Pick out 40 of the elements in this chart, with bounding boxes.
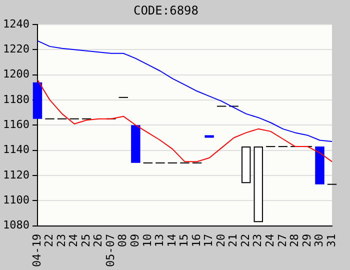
x-tick-label: 08 xyxy=(116,234,130,248)
x-tick-label: 14 xyxy=(165,234,178,248)
x-tick-label: 09 xyxy=(128,234,142,248)
x-tick-label: 27 xyxy=(276,234,289,248)
x-tick-label: 04-19 xyxy=(30,234,44,268)
x-tick-label: 15 xyxy=(178,234,191,248)
x-tick-label: 28 xyxy=(288,234,302,248)
y-tick-label: 1240 xyxy=(2,17,30,30)
x-tick-label: 17 xyxy=(202,234,216,248)
x-tick-label: 26 xyxy=(92,234,105,248)
x-tick-label: 24 xyxy=(264,234,277,248)
x-tick-label: 21 xyxy=(226,234,240,248)
y-tick-label: 1140 xyxy=(2,143,30,156)
y-tick-label: 1220 xyxy=(2,42,30,56)
y-tick-label: 1080 xyxy=(2,218,30,232)
x-tick-label: 23 xyxy=(251,234,264,248)
y-tick-label: 1200 xyxy=(2,68,30,81)
x-tick-label: 24 xyxy=(67,234,80,248)
y-tick-label: 1180 xyxy=(2,92,30,106)
chart-title: CODE:6898 xyxy=(133,3,199,18)
x-tick-label: 20 xyxy=(214,234,228,248)
x-tick-label: 10 xyxy=(140,234,154,248)
x-tick-label: 25 xyxy=(79,234,92,248)
x-tick-label: 29 xyxy=(300,234,314,248)
y-tick-label: 1100 xyxy=(2,194,30,207)
x-tick-label: 05-07 xyxy=(104,234,117,268)
x-tick-label: 31 xyxy=(324,234,338,248)
x-tick-label: 22 xyxy=(42,234,56,248)
x-tick-label: 22 xyxy=(238,234,252,248)
candlestick xyxy=(131,125,140,163)
x-tick-label: 16 xyxy=(190,234,203,248)
y-tick-label: 1120 xyxy=(2,168,30,182)
candlestick xyxy=(315,146,324,184)
candlestick xyxy=(254,146,263,222)
candlestick xyxy=(204,135,214,138)
x-tick-label: 23 xyxy=(54,234,68,248)
y-tick-label: 1160 xyxy=(2,118,30,132)
x-tick-label: 13 xyxy=(153,234,166,248)
x-tick-label: 30 xyxy=(312,234,326,248)
candlestick xyxy=(242,146,251,184)
